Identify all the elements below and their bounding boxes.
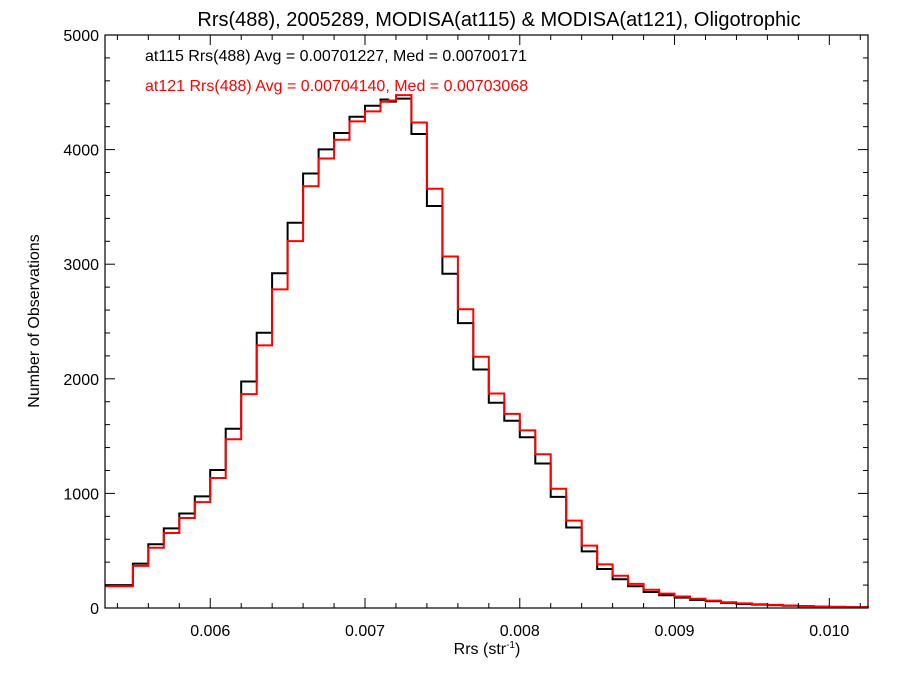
x-axis-label-main: Rrs (str <box>454 641 507 658</box>
tick-layer: 0.006 0.007 0.008 0.009 0.010 0 1000 2000 3000 40… <box>63 28 868 640</box>
chart-title: Rrs(488), 2005289, MODISA(at115) & MODIS… <box>197 9 800 31</box>
series-line-at115 <box>105 97 869 609</box>
y-tick-label: 0 <box>90 601 99 618</box>
y-tick-label: 1000 <box>63 486 99 503</box>
y-tick-label: 2000 <box>63 372 99 389</box>
x-tick-label: 0.010 <box>809 623 849 640</box>
annotation-at115: at115 Rrs(488) Avg = 0.00701227, Med = 0… <box>145 48 527 65</box>
y-axis-label: Number of Observations <box>26 234 43 407</box>
x-axis-label: Rrs (str-1) <box>454 640 521 658</box>
x-tick-label: 0.009 <box>655 623 695 640</box>
series-layer <box>105 94 869 609</box>
annotation-at121: at121 Rrs(488) Avg = 0.00704140, Med = 0… <box>145 78 528 95</box>
y-tick-label: 5000 <box>63 28 99 45</box>
x-tick-label: 0.006 <box>190 623 230 640</box>
series-line-at121 <box>105 94 869 609</box>
y-tick-label: 4000 <box>63 143 99 160</box>
x-axis-label-superscript: -1 <box>506 640 515 651</box>
plot-frame <box>104 34 869 609</box>
y-tick-label: 3000 <box>63 257 99 274</box>
x-axis-label-end: ) <box>515 641 520 658</box>
x-tick-label: 0.008 <box>500 623 540 640</box>
x-tick-label: 0.007 <box>345 623 385 640</box>
